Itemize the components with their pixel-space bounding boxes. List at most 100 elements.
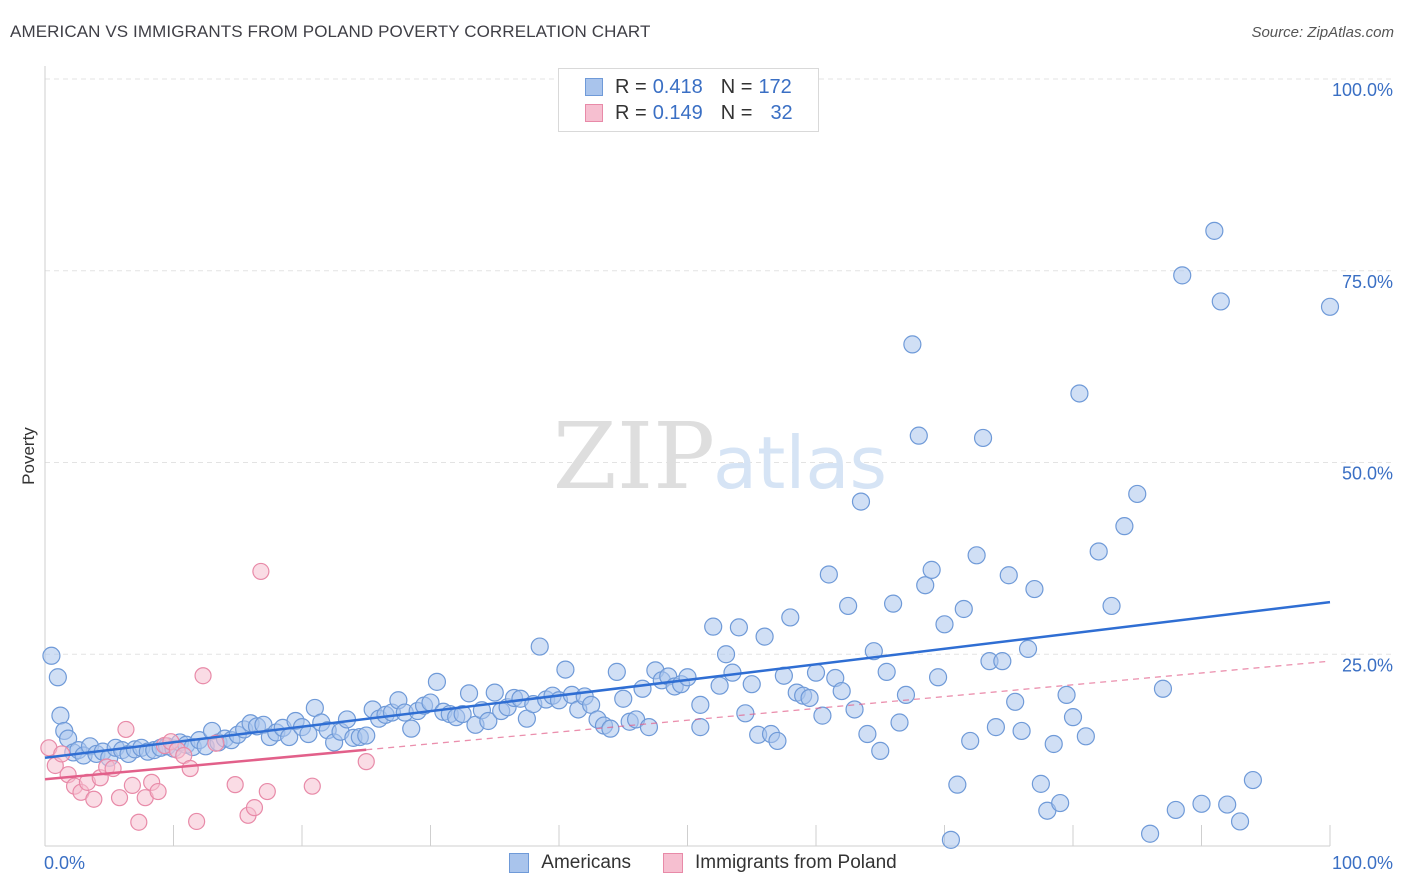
trend-lines — [44, 600, 1331, 781]
y-tick-label: 50.0% — [1342, 464, 1393, 484]
americans-point — [871, 741, 890, 760]
americans-point — [877, 662, 896, 681]
americans-point — [1230, 812, 1250, 831]
watermark-zip: ZIP — [553, 403, 715, 510]
americans-point — [1128, 484, 1147, 504]
americans-point — [1115, 517, 1134, 536]
americans-point — [1153, 679, 1173, 698]
watermark-atlas: atlas — [713, 421, 887, 505]
americans-point — [1018, 639, 1038, 658]
r-value: 0.149 — [652, 101, 703, 124]
americans-trend-line — [44, 600, 1331, 760]
poland-point — [130, 813, 148, 831]
n-value: 172 — [758, 75, 792, 98]
americans-points — [42, 221, 1340, 849]
n-label: N = — [720, 101, 753, 124]
americans-point — [1063, 708, 1083, 727]
legend-label-poland: Immigrants from Poland — [695, 852, 897, 873]
poland-point — [303, 777, 321, 795]
y-tick-label: 100.0% — [1332, 80, 1393, 100]
americans-point — [806, 663, 826, 682]
americans-point — [48, 668, 67, 687]
poland-point — [357, 753, 375, 771]
americans-point — [678, 668, 697, 687]
y-axis-label: Poverty — [19, 427, 38, 485]
poland-point — [85, 790, 103, 808]
legend-row-americans: R = 0.418 N = 172 — [585, 75, 792, 99]
americans-point — [935, 615, 954, 634]
legend-item-americans: Americans — [509, 852, 631, 874]
n-value: 32 — [770, 101, 793, 124]
americans-point — [402, 719, 421, 738]
americans-point — [556, 660, 575, 679]
americans-point — [1044, 734, 1063, 754]
americans-point — [858, 724, 877, 744]
x-tick-label: 100.0% — [1332, 853, 1393, 873]
poland-point — [149, 782, 167, 801]
americans-point — [479, 711, 498, 731]
americans-point — [1089, 542, 1108, 561]
americans-point — [710, 676, 729, 695]
americans-point — [1031, 774, 1050, 793]
americans-point — [1173, 266, 1192, 285]
americans-point — [459, 684, 479, 703]
americans-point — [1012, 721, 1031, 741]
americans-point — [639, 718, 659, 737]
source-label: Source: ZipAtlas.com — [1251, 24, 1394, 41]
americans-point — [1192, 794, 1211, 813]
americans-point — [1057, 685, 1076, 705]
legend-item-poland: Immigrants from Poland — [663, 852, 897, 874]
americans-point — [845, 700, 864, 719]
poland-trend-line-solid — [44, 748, 367, 781]
americans-point — [607, 662, 626, 681]
americans-point — [691, 695, 710, 714]
poland-point — [123, 776, 141, 795]
americans-point — [1243, 770, 1263, 790]
n-label: N = — [720, 75, 753, 98]
poland-point — [226, 776, 244, 794]
tick-labels: 25.0% 50.0% 75.0% 100.0% 0.0% 100.0% — [44, 80, 1393, 873]
r-value: 0.418 — [652, 75, 703, 98]
americans-point — [633, 679, 652, 698]
americans-point — [954, 599, 973, 619]
americans-point — [1070, 384, 1089, 403]
americans-point — [614, 689, 633, 708]
americans-point — [941, 830, 961, 849]
poland-point — [245, 799, 264, 817]
americans-point — [1006, 692, 1025, 711]
americans-point — [851, 492, 871, 511]
americans-point — [427, 672, 447, 691]
americans-point — [967, 546, 986, 565]
americans-point — [999, 566, 1018, 585]
americans-point — [896, 685, 916, 705]
poland-swatch — [585, 104, 603, 122]
americans-point — [890, 713, 909, 732]
americans-point — [691, 718, 710, 737]
poland-point — [258, 782, 276, 801]
poland-point — [181, 759, 199, 778]
poland-points — [40, 562, 375, 831]
americans-point — [922, 560, 941, 579]
poland-point — [117, 720, 135, 739]
americans-point — [755, 627, 774, 646]
axes — [44, 66, 1331, 847]
americans-point — [1205, 221, 1224, 240]
americans-point — [1051, 793, 1070, 813]
americans-point — [357, 726, 376, 745]
poland-point — [252, 562, 270, 581]
americans-point — [42, 646, 61, 665]
y-tick-label: 75.0% — [1342, 272, 1393, 292]
grid-lines — [45, 78, 1395, 655]
americans-point — [928, 668, 948, 687]
americans-point — [948, 775, 967, 794]
americans-point — [832, 681, 851, 701]
chart-title: AMERICAN VS IMMIGRANTS FROM POLAND POVER… — [10, 22, 651, 41]
americans-point — [1102, 596, 1121, 616]
poland-point — [188, 812, 206, 831]
series-legend: Americans Immigrants from Poland — [0, 852, 1406, 874]
americans-point — [961, 731, 980, 751]
americans-point — [973, 428, 993, 448]
y-tick-label: 25.0% — [1342, 655, 1393, 675]
americans-point — [986, 718, 1006, 737]
